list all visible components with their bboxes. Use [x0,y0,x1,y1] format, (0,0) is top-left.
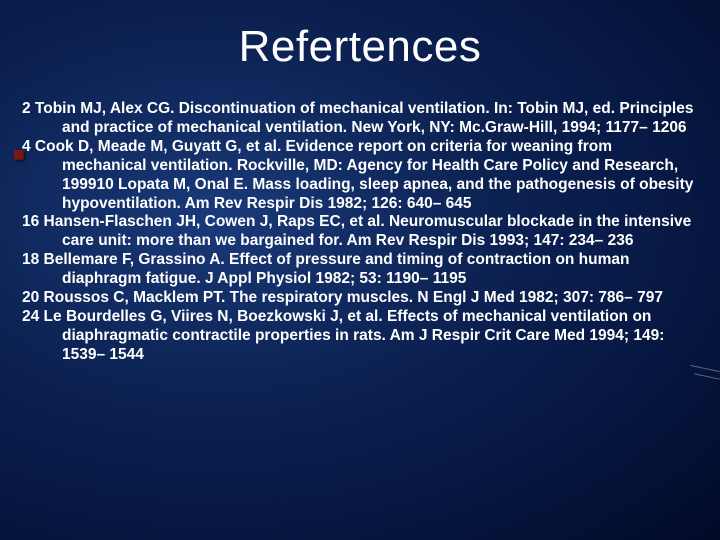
reference-item: 20 Roussos C, Macklem PT. The respirator… [22,289,698,308]
reference-item: 24 Le Bourdelles G, Viires N, Boezkowski… [22,308,698,365]
reference-item: 2 Tobin MJ, Alex CG. Discontinuation of … [22,100,698,138]
reference-item: 18 Bellemare F, Grassino A. Effect of pr… [22,251,698,289]
slide-bullet [14,150,24,160]
references-block: 2 Tobin MJ, Alex CG. Discontinuation of … [0,100,720,365]
decorative-lines [690,362,720,392]
reference-item: 16 Hansen-Flaschen JH, Cowen J, Raps EC,… [22,213,698,251]
reference-item: 4 Cook D, Meade M, Guyatt G, et al. Evid… [22,138,698,214]
slide-title: Refertences [0,0,720,100]
